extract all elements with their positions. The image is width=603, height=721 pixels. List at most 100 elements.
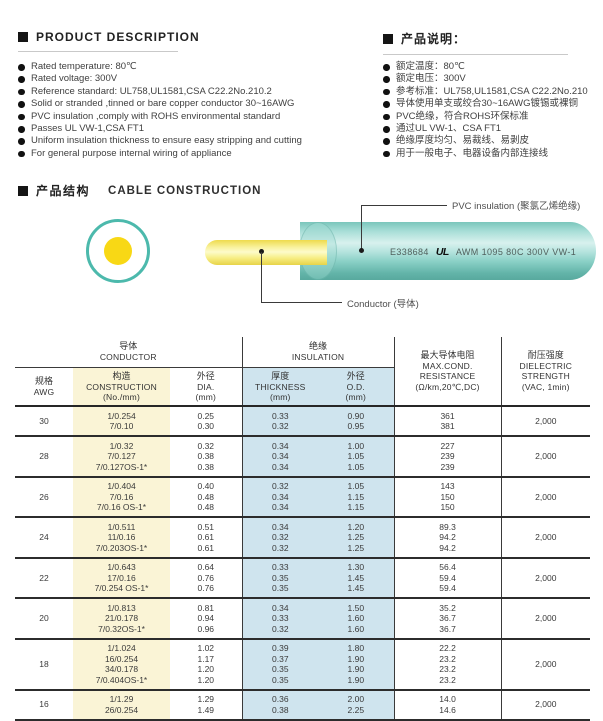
dia-cell-value: 0.61 (197, 542, 215, 553)
resistance-cell-value: 23.2 (439, 653, 456, 664)
dia-cell-value: 1.17 (197, 653, 215, 664)
dia-cell-value: 0.40 (197, 481, 215, 491)
thickness-column-header: 厚度 THICKNESS (mm) (241, 367, 319, 406)
note-item-text: 导体使用单支或绞合30~16AWG镀锡或裸铜 (396, 98, 579, 110)
awg-cell-value: 24 (39, 532, 49, 542)
thickness-cell-value: 0.38 (272, 704, 289, 715)
table-row-awg-16: 16 1/1.29 26/0.254 1.29 1.49 0.36 0.38 2.00 2.25… (15, 689, 591, 720)
conductor-leader-line (261, 252, 262, 302)
dia-cell-value: 0.30 (197, 421, 215, 431)
dielectric-cell-value: 2,000 (535, 572, 557, 583)
description-item-text: Rated voltage: 300V (31, 73, 118, 85)
dia-cell-value: 0.81 (197, 602, 215, 613)
note-item-text: 额定温度：80℃ (396, 61, 465, 72)
resistance-cell: 22.2 23.2 23.2 23.2 (393, 638, 502, 690)
thickness-cell-value: 0.32 (272, 532, 289, 542)
bullet-icon (18, 76, 25, 83)
awg-column-header: 规格 AWG (33, 375, 55, 397)
od-cell-value: 1.90 (347, 674, 365, 685)
description-item: For general purpose internal wiring of a… (18, 148, 373, 160)
construction-title-zh: 产品结构 (36, 184, 91, 198)
dia-cell-value: 0.48 (197, 491, 215, 502)
bullet-icon (18, 88, 25, 96)
product-description-heading: PRODUCT DESCRIPTION (18, 30, 199, 52)
table-row-awg-30: 30 1/0.254 7/0.10 0.25 0.30 0.33 0.32 0.90 0.95 3… (15, 406, 591, 436)
pvc-leader-line (361, 205, 362, 251)
od-cell-value: 2.00 (347, 694, 365, 704)
note-item: 导体使用单支或绞合30~16AWG镀锡或裸铜 (383, 98, 603, 110)
construction-cell-value: 34/0.178 (104, 664, 139, 674)
bullet-icon (383, 64, 390, 71)
construction-cell: 1/1.29 26/0.254 (73, 689, 170, 720)
dielectric-column-header: 耐压强度 DIELECTRIC STRENGTH (VAC, 1min) (500, 337, 591, 406)
note-item-text: 参考标准：UL758,UL1581,CSA C22.2No.210 (396, 85, 588, 97)
thickness-cell-value: 0.35 (272, 674, 289, 685)
construction-cell-value: 7/0.127 (107, 451, 136, 461)
awg-cell: 26 (15, 477, 73, 518)
dia-cell-value: 1.49 (197, 704, 215, 715)
conductor-pointer-dot-icon (259, 249, 264, 254)
construction-cell-value: 7/0.10 (109, 421, 134, 431)
dia-cell: 0.81 0.94 0.96 (170, 598, 242, 639)
description-item-text: Uniform insulation thickness to ensure e… (31, 135, 302, 147)
thickness-cell-value: 0.35 (272, 583, 289, 593)
dia-cell-value: 0.61 (197, 532, 215, 542)
note-item-text: 通过UL VW-1、CSA FT1 (396, 123, 502, 135)
construction-cell-value: 1/1.29 (109, 694, 134, 704)
note-item: 额定温度：80℃ (383, 61, 603, 73)
bullet-icon (18, 150, 25, 158)
dia-cell-value: 0.76 (197, 572, 215, 583)
description-item-text: For general purpose internal wiring of a… (31, 147, 232, 159)
table-row-awg-20: 20 1/0.813 21/0.178 7/0.32OS-1* 0.81 0.94 0.96… (15, 598, 591, 639)
dielectric-cell-value: 2,000 (535, 415, 557, 426)
dia-cell-value: 1.20 (197, 664, 215, 674)
thickness-cell: 0.34 0.34 0.34 (241, 436, 319, 477)
od-cell-value: 1.25 (347, 532, 365, 542)
dielectric-cell-value: 2,000 (535, 532, 557, 542)
dielectric-cell: 2,000 (500, 598, 591, 639)
section-marker-icon (383, 33, 393, 44)
note-item: PVC绝缘，符合ROHS环保标准 (383, 111, 603, 123)
note-item: 用于一般电子、电器设备内部连接线 (383, 148, 603, 160)
dia-cell-value: 0.38 (197, 451, 215, 461)
construction-cell-value: 7/0.32OS-1* (98, 623, 145, 634)
od-cell-value: 1.90 (347, 664, 365, 674)
resistance-cell: 56.4 59.4 59.4 (393, 557, 502, 598)
od-cell-value: 1.05 (347, 451, 365, 461)
conductor-leader-line (261, 302, 342, 303)
construction-cell-value: 7/0.16 (109, 491, 134, 502)
od-cell-value: 0.90 (347, 410, 365, 421)
thickness-cell-value: 0.36 (272, 694, 289, 704)
bullet-icon (383, 113, 390, 121)
construction-cell-value: 1/0.32 (109, 440, 134, 451)
resistance-cell-value: 94.2 (439, 532, 456, 542)
awg-cell: 22 (15, 558, 73, 599)
dielectric-cell-value: 2,000 (535, 613, 557, 623)
description-item: Rated temperature: 80℃ (18, 61, 373, 73)
conductor-label: Conductor (导体) (347, 299, 419, 310)
awg-cell-value: 16 (39, 699, 49, 710)
construction-cell: 1/0.404 7/0.16 7/0.16 OS-1* (73, 476, 170, 517)
dia-cell-value: 0.64 (197, 562, 215, 572)
note-item: 绝缘厚度均匀、易裁线、易剥皮 (383, 135, 603, 147)
description-item-text: Rated temperature: 80℃ (31, 61, 137, 72)
resistance-cell-value: 23.2 (439, 664, 456, 674)
dia-cell-value: 1.20 (197, 674, 215, 685)
product-notes-heading: 产品说明： (383, 30, 568, 55)
bullet-icon (383, 138, 390, 145)
resistance-cell-value: 36.7 (439, 623, 456, 634)
bullet-icon (383, 88, 390, 96)
construction-cell: 1/0.254 7/0.10 (73, 406, 170, 436)
construction-cell-value: 16/0.254 (104, 653, 139, 664)
pvc-leader-line (361, 205, 447, 206)
insulation-group-zh: 绝缘 (309, 341, 328, 352)
thickness-cell-value: 0.34 (272, 502, 289, 512)
thickness-cell-value: 0.37 (272, 653, 289, 664)
description-item-text: PVC insulation ,comply with ROHS environ… (31, 110, 281, 122)
description-item: Solid or stranded ,tinned or bare copper… (18, 98, 373, 110)
dielectric-cell-value: 2,000 (535, 451, 557, 461)
dia-cell: 1.02 1.17 1.20 1.20 (170, 639, 242, 690)
cable-cross-section-core (104, 237, 132, 265)
thickness-cell-value: 0.32 (272, 542, 289, 553)
description-item-text: Passes UL VW-1,CSA FT1 (31, 123, 144, 135)
